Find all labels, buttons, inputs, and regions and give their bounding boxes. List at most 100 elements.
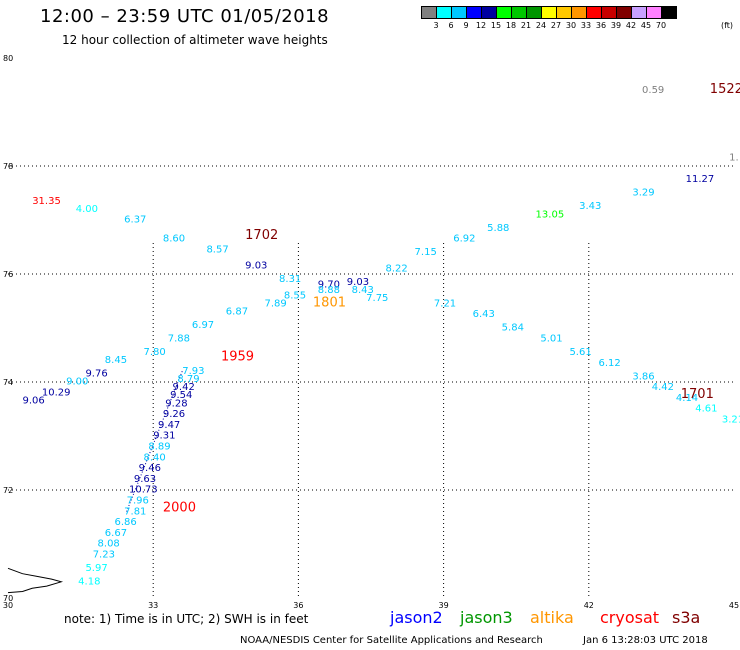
wave-height-label: 7.15 <box>415 247 437 258</box>
lat-tick-label: 70 <box>3 594 13 603</box>
wave-height-label: 7.75 <box>366 293 388 304</box>
lat-tick-label: 72 <box>3 486 13 495</box>
wave-height-label: 5.88 <box>487 223 509 234</box>
lon-tick-label: 45 <box>729 601 739 610</box>
wave-height-label: 4.14 <box>676 393 698 404</box>
color-scale-labels: 70 45 42 39 36 33 30 27 24 21 18 15 12 9 6 3 (ft) <box>421 19 733 31</box>
wave-height-label: 6.92 <box>453 234 475 245</box>
wave-height-label: 11.27 <box>686 174 715 185</box>
wave-height-label: 8.57 <box>206 244 228 255</box>
wave-height-label: 8.88 <box>318 285 340 296</box>
color-scale-label: 21 <box>520 21 532 30</box>
legend-item-s3a: s3a <box>672 608 701 627</box>
color-scale-label: 33 <box>580 21 592 30</box>
color-swatch <box>661 6 677 19</box>
pass-time-label: 1702 <box>245 228 278 243</box>
wave-height-label: 8.22 <box>386 263 408 274</box>
footer-credit: NOAA/NESDIS Center for Satellite Applica… <box>240 635 543 646</box>
wave-height-label: 5.97 <box>85 563 107 574</box>
color-scale-label: 15 <box>490 21 502 30</box>
wave-height-label: 3.29 <box>632 188 654 199</box>
wave-height-label: 5.84 <box>502 323 524 334</box>
wave-height-label: 6.87 <box>226 307 248 318</box>
wave-height-label: 9.26 <box>163 409 185 420</box>
color-scale-label: 12 <box>475 21 487 30</box>
wave-height-label: 8.55 <box>284 290 306 301</box>
wave-height-label: 7.89 <box>265 298 287 309</box>
wave-height-label: 5.01 <box>540 334 562 345</box>
wave-height-label: 6.67 <box>105 528 127 539</box>
page-title: 12:00 – 23:59 UTC 01/05/2018 <box>40 6 330 27</box>
wave-height-label: 10.73 <box>129 485 158 496</box>
pass-time-label: 2000 <box>163 501 196 516</box>
legend-item-altika: altika <box>530 608 574 627</box>
color-scale-swatches <box>421 6 677 19</box>
color-scale-label: 42 <box>625 21 637 30</box>
lon-tick-label: 39 <box>439 601 449 610</box>
lon-tick-label: 30 <box>3 601 13 610</box>
wave-height-label: 9.28 <box>165 398 187 409</box>
lat-tick-label: 80 <box>3 54 13 63</box>
lon-tick-label: 33 <box>148 601 158 610</box>
lon-tick-label: 42 <box>584 601 594 610</box>
legend-item-cryosat: cryosat <box>600 608 660 627</box>
color-scale-label: 70 <box>655 21 667 30</box>
color-scale-label: 18 <box>505 21 517 30</box>
color-scale-label: 45 <box>640 21 652 30</box>
color-scale-label: 6 <box>448 21 454 30</box>
wave-height-label: 4.42 <box>652 382 674 393</box>
wave-height-label: 3.86 <box>632 371 654 382</box>
wave-height-label: 7.93 <box>182 366 204 377</box>
pass-time-label: 1959 <box>221 349 254 364</box>
wave-height-label: 9.63 <box>134 474 156 485</box>
legend-item-jason3: jason3 <box>460 608 513 627</box>
legend-item-jason2: jason2 <box>390 608 443 627</box>
wave-height-label: 9.00 <box>66 377 88 388</box>
footer-timestamp: Jan 6 13:28:03 UTC 2018 <box>583 635 708 646</box>
wave-height-label: 13.05 <box>536 209 565 220</box>
wave-height-label: 8.08 <box>98 539 120 550</box>
wave-height-label: 6.43 <box>473 309 495 320</box>
wave-height-label: 9.46 <box>139 463 161 474</box>
pass-time-label: 1522 <box>710 82 740 97</box>
color-scale: 70 45 42 39 36 33 30 27 24 21 18 15 12 9 6 3 (ft) <box>421 6 733 31</box>
pass-time-label: 1801 <box>313 295 346 310</box>
wave-height-label: 9.76 <box>85 369 107 380</box>
satellite-track <box>126 371 183 512</box>
wave-height-label: 7.23 <box>93 550 115 561</box>
color-scale-label: 3 <box>433 21 439 30</box>
color-scale-label: 36 <box>595 21 607 30</box>
color-scale-label: 27 <box>550 21 562 30</box>
wave-height-label: 9.54 <box>170 390 192 401</box>
wave-height-label: 9.03 <box>245 261 267 272</box>
wave-height-label: 7.88 <box>168 334 190 345</box>
wave-height-label: 7.80 <box>144 347 166 358</box>
wave-height-label: 9.31 <box>153 431 175 442</box>
lat-tick-label: 76 <box>3 270 13 279</box>
wave-height-label: 1. <box>729 153 739 164</box>
color-scale-label: 39 <box>610 21 622 30</box>
wave-height-label: 9.06 <box>23 396 45 407</box>
color-scale-label: 24 <box>535 21 547 30</box>
color-scale-label: 9 <box>463 21 469 30</box>
wave-height-label: 10.29 <box>42 388 71 399</box>
wave-height-label: 8.31 <box>279 274 301 285</box>
wave-height-label: 8.45 <box>105 355 127 366</box>
wave-height-label: 5.61 <box>569 347 591 358</box>
wave-height-label: 8.43 <box>352 285 374 296</box>
coastline <box>7 567 64 594</box>
wave-height-label: 0.59 <box>642 85 664 96</box>
color-scale-label: 30 <box>565 21 577 30</box>
wave-height-label: 31.35 <box>32 196 61 207</box>
wave-height-label: 8.60 <box>163 234 185 245</box>
wave-height-label: 9.70 <box>318 280 340 291</box>
color-scale-unit: (ft) <box>721 21 734 30</box>
wave-height-label: 6.12 <box>598 358 620 369</box>
wave-height-label: 7.96 <box>127 496 149 507</box>
wave-height-label: 6.97 <box>192 320 214 331</box>
wave-height-label: 7.21 <box>434 298 456 309</box>
lon-tick-label: 36 <box>293 601 303 610</box>
lat-tick-label: 78 <box>3 162 13 171</box>
lat-tick-label: 74 <box>3 378 13 387</box>
